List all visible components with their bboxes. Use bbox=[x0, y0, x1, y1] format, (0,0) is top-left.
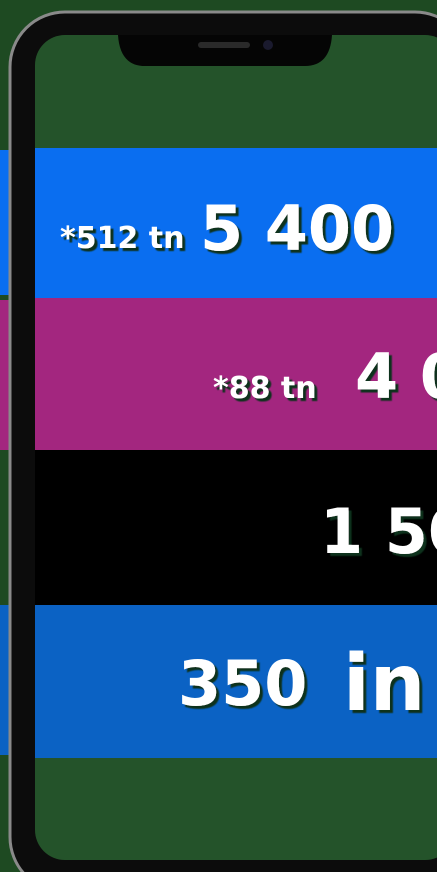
screenshot: *512 tn 5 400 *88 tn 4 0 1 50 350 in bbox=[0, 0, 437, 872]
phone-screen: *512 tn 5 400 *88 tn 4 0 1 50 350 in bbox=[35, 35, 437, 860]
unit: in bbox=[343, 639, 425, 729]
page: {"bands": [ {"note": "*512 tn", "amount"… bbox=[0, 0, 437, 872]
amount: 1 50 bbox=[320, 495, 437, 568]
amount: 5 400 bbox=[200, 192, 394, 265]
speaker bbox=[198, 42, 250, 48]
note: *512 tn bbox=[60, 221, 184, 256]
amount: 4 0 bbox=[355, 340, 437, 413]
camera bbox=[263, 40, 273, 50]
note: *88 tn bbox=[213, 371, 317, 406]
amount: 350 bbox=[178, 647, 307, 720]
notch bbox=[118, 35, 332, 66]
